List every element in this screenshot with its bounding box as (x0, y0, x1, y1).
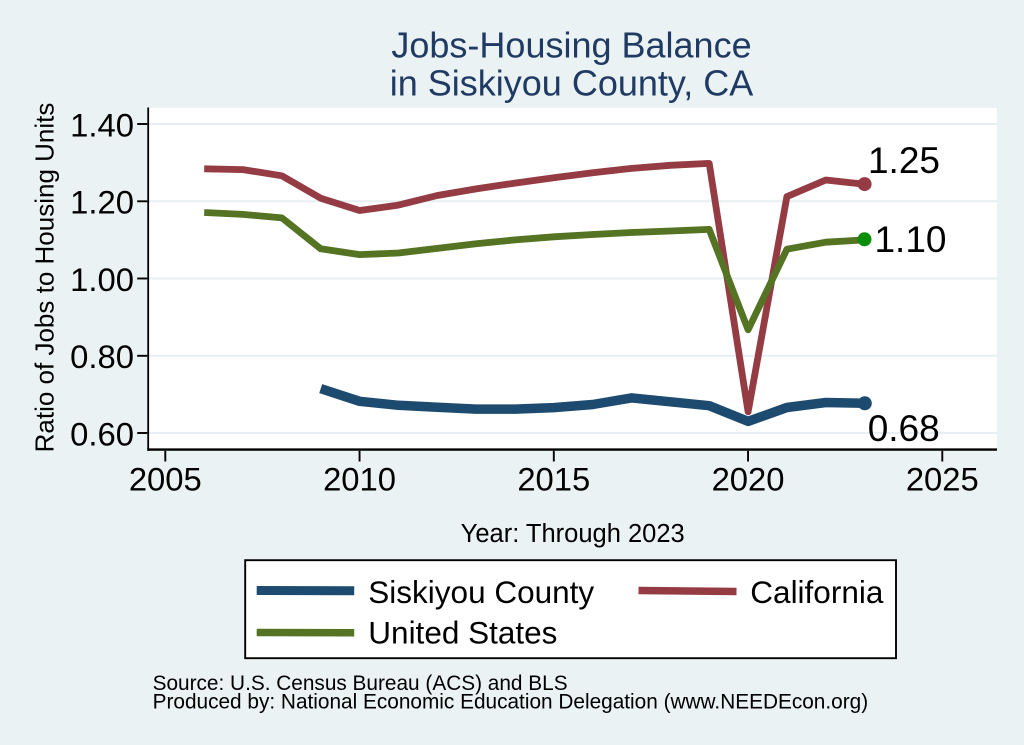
svg-text:Jobs-Housing Balance: Jobs-Housing Balance (391, 24, 751, 65)
svg-text:1.40: 1.40 (70, 106, 134, 143)
svg-text:Source: U.S. Census Bureau (AC: Source: U.S. Census Bureau (ACS) and BLS (153, 672, 568, 695)
svg-text:Produced by: National Economic: Produced by: National Economic Education… (153, 691, 869, 714)
svg-text:2020: 2020 (712, 461, 785, 498)
svg-text:0.60: 0.60 (70, 415, 134, 452)
svg-text:United States: United States (368, 615, 557, 651)
svg-text:1.00: 1.00 (70, 261, 134, 298)
svg-text:1.20: 1.20 (70, 184, 134, 221)
svg-text:2015: 2015 (517, 461, 590, 498)
svg-text:2005: 2005 (129, 461, 202, 498)
svg-text:Siskiyou County: Siskiyou County (368, 574, 594, 610)
svg-text:California: California (750, 574, 884, 610)
svg-text:0.68: 0.68 (868, 408, 940, 449)
svg-text:0.80: 0.80 (70, 338, 134, 375)
svg-text:2025: 2025 (906, 461, 979, 498)
svg-text:1.10: 1.10 (874, 219, 946, 260)
svg-text:2010: 2010 (323, 461, 396, 498)
svg-text:in Siskiyou County, CA: in Siskiyou County, CA (390, 62, 753, 103)
svg-text:Ratio of Jobs to Housing Units: Ratio of Jobs to Housing Units (30, 103, 60, 453)
svg-text:Year: Through 2023: Year: Through 2023 (461, 520, 685, 548)
svg-text:1.25: 1.25 (868, 140, 940, 181)
